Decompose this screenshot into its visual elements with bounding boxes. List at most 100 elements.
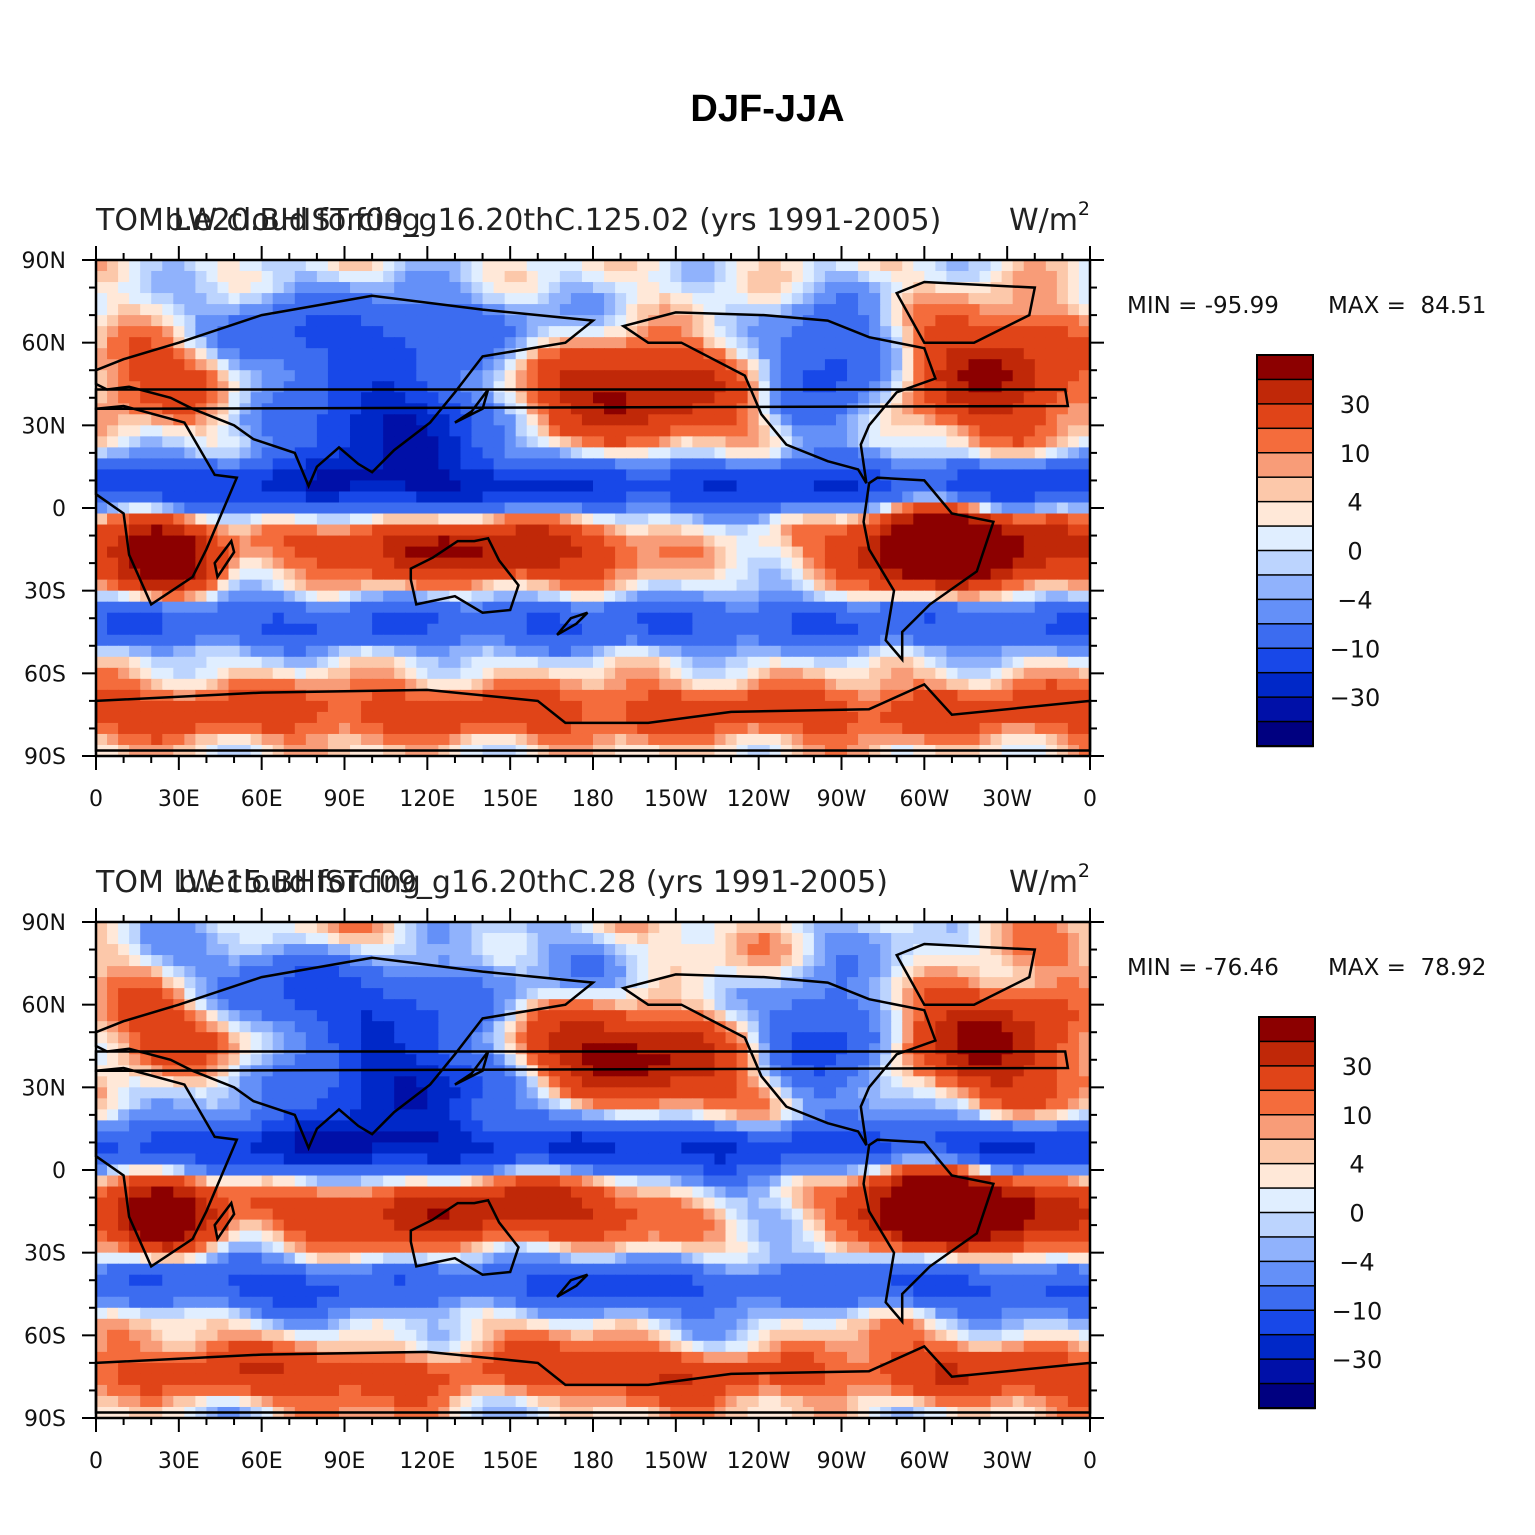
heatmap-cell bbox=[460, 612, 473, 625]
heatmap-cell bbox=[107, 999, 119, 1011]
heatmap-cell bbox=[217, 733, 230, 746]
heatmap-cell bbox=[780, 513, 793, 526]
heatmap-cell bbox=[747, 370, 760, 382]
heatmap-cell bbox=[703, 733, 716, 746]
heatmap-cell bbox=[559, 425, 572, 437]
heatmap-cell bbox=[140, 381, 152, 393]
heatmap-cell bbox=[217, 1010, 230, 1022]
heatmap-cell bbox=[637, 304, 649, 316]
heatmap-cell bbox=[946, 955, 959, 967]
heatmap-cell bbox=[626, 359, 638, 371]
heatmap-cell bbox=[438, 678, 451, 691]
heatmap-cell bbox=[449, 689, 462, 702]
heatmap-cell bbox=[979, 491, 992, 504]
heatmap-cell bbox=[250, 933, 263, 945]
heatmap-cell bbox=[305, 326, 318, 338]
heatmap-cell bbox=[482, 601, 495, 614]
heatmap-cell bbox=[338, 700, 351, 713]
heatmap-cell bbox=[946, 502, 959, 515]
heatmap-cell bbox=[902, 326, 914, 338]
heatmap-cell bbox=[780, 645, 793, 658]
heatmap-cell bbox=[725, 667, 738, 680]
heatmap-cell bbox=[913, 667, 925, 680]
heatmap-cell bbox=[272, 447, 285, 459]
heatmap-cell bbox=[891, 733, 903, 746]
heatmap-cell bbox=[681, 656, 693, 669]
heatmap-cell bbox=[703, 601, 716, 614]
heatmap-cell bbox=[107, 733, 119, 746]
heatmap-cell bbox=[372, 645, 384, 658]
heatmap-cell bbox=[206, 546, 219, 559]
heatmap-cell bbox=[338, 678, 351, 691]
heatmap-cell bbox=[140, 944, 152, 956]
heatmap-cell bbox=[736, 469, 749, 482]
heatmap-cell bbox=[416, 678, 428, 691]
heatmap-cell bbox=[427, 491, 439, 504]
heatmap-cell bbox=[902, 689, 914, 702]
heatmap-cell bbox=[924, 315, 936, 327]
heatmap-cell bbox=[515, 612, 528, 625]
heatmap-cell bbox=[725, 966, 738, 978]
heatmap-cell bbox=[1078, 590, 1091, 603]
heatmap-cell bbox=[559, 282, 572, 294]
colorbar-label: 4 bbox=[1347, 489, 1362, 517]
heatmap-cell bbox=[692, 502, 705, 515]
heatmap-cell bbox=[239, 944, 252, 956]
heatmap-cell bbox=[118, 282, 130, 294]
heatmap-cell bbox=[824, 579, 837, 592]
heatmap-cell bbox=[96, 579, 108, 592]
heatmap-cell bbox=[835, 359, 848, 371]
heatmap-cell bbox=[283, 425, 296, 437]
heatmap-cell bbox=[416, 546, 428, 559]
heatmap-cell bbox=[338, 535, 351, 548]
heatmap-cell bbox=[460, 403, 473, 415]
heatmap-cell bbox=[162, 579, 174, 592]
heatmap-cell bbox=[681, 326, 693, 338]
heatmap-cell bbox=[217, 370, 230, 382]
heatmap-cell bbox=[228, 337, 241, 349]
heatmap-cell bbox=[449, 711, 462, 724]
heatmap-cell bbox=[979, 260, 992, 272]
heatmap-cell bbox=[1056, 612, 1069, 625]
heatmap-cell bbox=[173, 645, 185, 658]
heatmap-cell bbox=[107, 557, 119, 570]
colorbar-segment bbox=[1256, 598, 1314, 626]
heatmap-cell bbox=[791, 601, 804, 614]
heatmap-cell bbox=[383, 678, 395, 691]
heatmap-cell bbox=[294, 348, 307, 360]
heatmap-cell bbox=[283, 326, 296, 338]
heatmap-cell bbox=[659, 733, 671, 746]
heatmap-cell bbox=[140, 436, 152, 448]
heatmap-cell bbox=[880, 933, 892, 945]
heatmap-cell bbox=[824, 568, 837, 581]
heatmap-cell bbox=[559, 326, 572, 338]
heatmap-cell bbox=[957, 944, 970, 956]
heatmap-cell bbox=[1012, 293, 1025, 305]
heatmap-cell bbox=[261, 337, 274, 349]
heatmap-cell bbox=[570, 469, 583, 482]
heatmap-cell bbox=[184, 271, 196, 283]
heatmap-cell bbox=[979, 392, 992, 404]
heatmap-cell bbox=[1078, 999, 1091, 1011]
heatmap-cell bbox=[692, 711, 705, 724]
heatmap-cell bbox=[449, 524, 462, 537]
heatmap-cell bbox=[780, 546, 793, 559]
heatmap-cell bbox=[96, 1010, 108, 1022]
heatmap-cell bbox=[681, 414, 693, 426]
heatmap-cell bbox=[824, 999, 837, 1011]
heatmap-cell bbox=[581, 612, 594, 625]
heatmap-cell bbox=[802, 304, 815, 316]
heatmap-cell bbox=[835, 414, 848, 426]
heatmap-cell bbox=[747, 524, 760, 537]
heatmap-cell bbox=[515, 348, 528, 360]
heatmap-cell bbox=[604, 282, 616, 294]
heatmap-cell bbox=[791, 933, 804, 945]
heatmap-cell bbox=[559, 370, 572, 382]
heatmap-cell bbox=[493, 436, 506, 448]
heatmap-cell bbox=[714, 381, 727, 393]
heatmap-cell bbox=[427, 579, 439, 592]
heatmap-cell bbox=[129, 689, 141, 702]
heatmap-cell bbox=[118, 502, 130, 515]
heatmap-cell bbox=[493, 966, 506, 978]
heatmap-cell bbox=[250, 590, 263, 603]
